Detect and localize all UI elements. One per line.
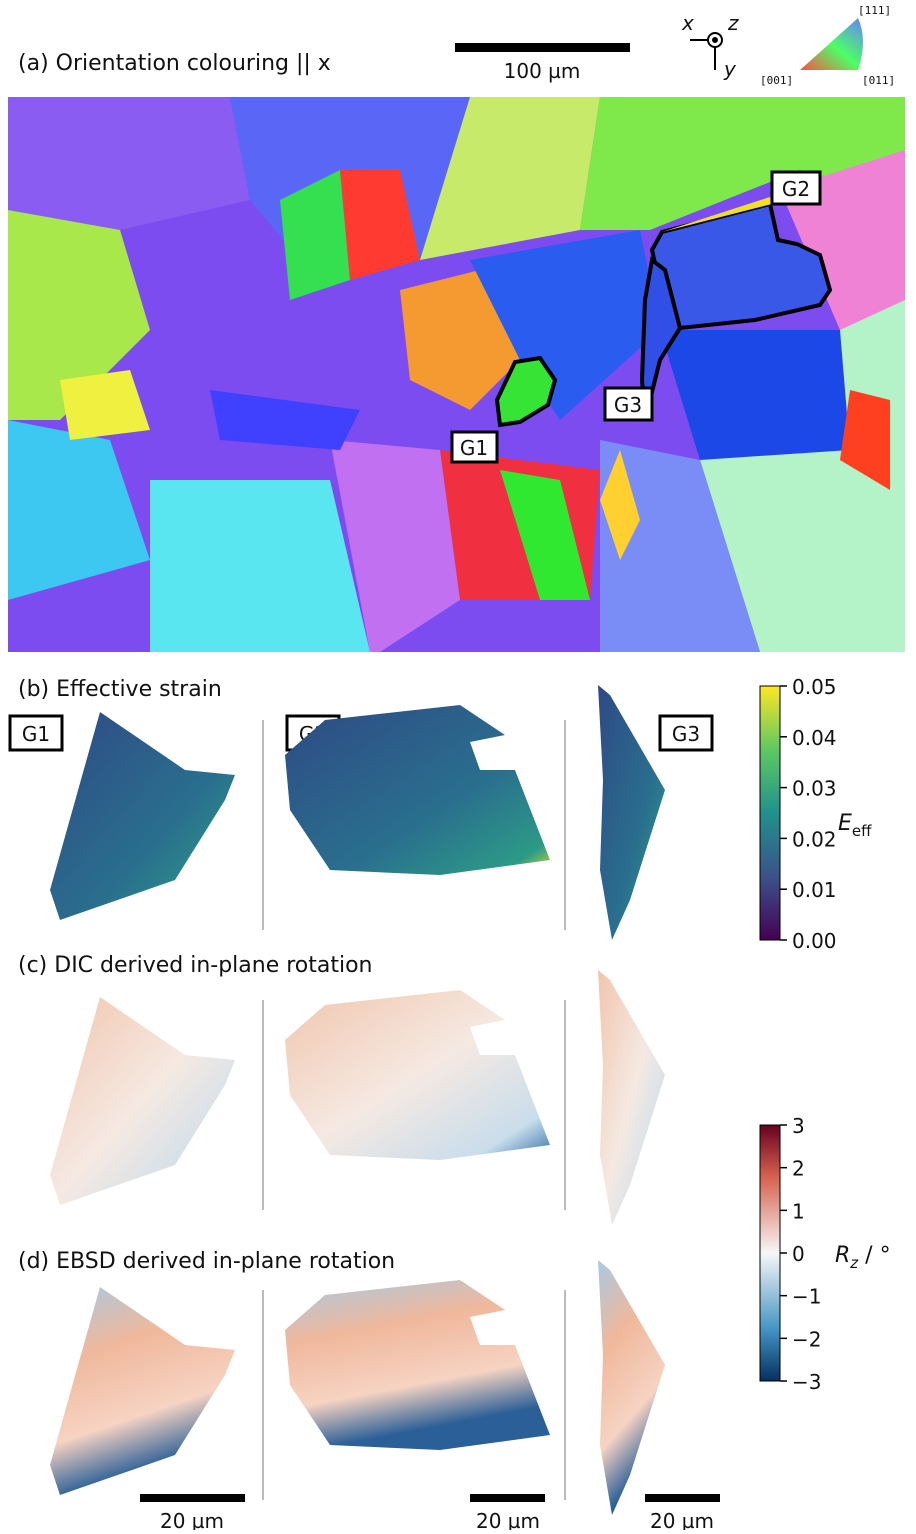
scale-label: 100 µm: [504, 59, 581, 83]
panel-title: (d) EBSD derived in-plane rotation: [18, 1249, 395, 1274]
panel-title: (a) Orientation colouring || x: [18, 51, 331, 76]
colorbar-tick-label: 0.03: [792, 777, 837, 801]
colorbar-tick-label: 0.00: [792, 929, 837, 953]
colorbar-tick-label: −2: [792, 1327, 821, 1351]
colorbar-label: Rz / °: [835, 1243, 891, 1272]
strain-colorbar: [760, 686, 780, 940]
colorbar-tick-label: −3: [792, 1370, 821, 1394]
axes-glyph: [690, 33, 722, 70]
ipf-label: [001]: [760, 74, 793, 87]
grain-label: G2: [782, 177, 810, 201]
grain-map: [285, 705, 550, 875]
grain-label: G3: [614, 393, 642, 417]
grain-map: [285, 1280, 550, 1450]
scale-bar: [455, 43, 630, 52]
grain-label: G3: [672, 722, 700, 746]
scale-bar: [645, 1494, 720, 1502]
orientation-map: [8, 97, 905, 652]
strain-maps: [50, 685, 665, 940]
dic-maps: [50, 970, 665, 1225]
rotation-colorbar: [760, 1125, 780, 1381]
axis-x: x: [681, 11, 694, 35]
colorbar-label: Eeff: [838, 811, 872, 840]
colorbar-tick-label: 0.05: [792, 675, 837, 699]
axis-y: y: [723, 57, 737, 81]
scale-label: 20 µm: [160, 1509, 224, 1530]
colorbar-tick-label: 0.04: [792, 726, 837, 750]
axis-z: z: [727, 11, 739, 35]
colorbar-tick-label: 0.01: [792, 878, 837, 902]
panel-title: (c) DIC derived in-plane rotation: [18, 953, 373, 978]
grain-map: [285, 990, 550, 1160]
ipf-key: [800, 18, 863, 70]
scale-bar: [470, 1494, 545, 1502]
grain-label: G1: [460, 436, 488, 460]
colorbar-tick-label: 3: [792, 1114, 805, 1138]
ebsd-maps: [50, 1260, 665, 1515]
colorbar-tick-label: −1: [792, 1285, 821, 1309]
scale-bar: [140, 1494, 245, 1502]
colorbar-tick-label: 0: [792, 1242, 805, 1266]
grain-map: [598, 970, 665, 1225]
grain-map: [598, 1260, 665, 1515]
grain-map: [598, 685, 665, 940]
colorbar-tick-label: 2: [792, 1157, 805, 1181]
grain-label: G1: [22, 722, 50, 746]
scale-label: 20 µm: [650, 1509, 714, 1530]
ipf-label: [011]: [862, 74, 895, 87]
colorbar-tick-label: 1: [792, 1199, 805, 1223]
grain-map: [50, 1287, 235, 1495]
figure: (a) Orientation colouring || x 100 µm x …: [0, 0, 916, 1530]
panel-title: (b) Effective strain: [18, 677, 222, 702]
grain-map: [50, 712, 235, 920]
colorbar-tick-label: 0.02: [792, 827, 837, 851]
ipf-label: [111]: [858, 4, 891, 17]
scale-label: 20 µm: [476, 1509, 540, 1530]
grain-map: [50, 997, 235, 1205]
